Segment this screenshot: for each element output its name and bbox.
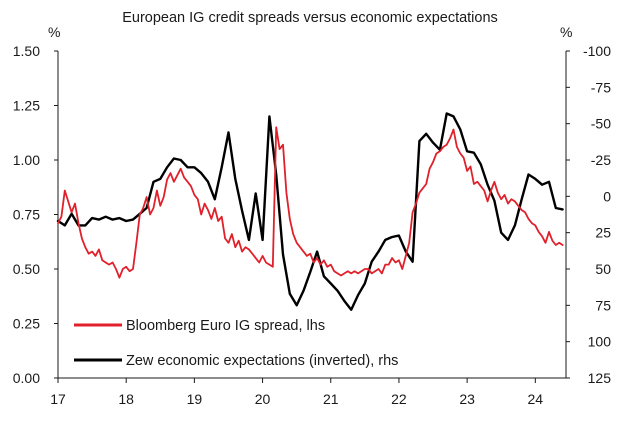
right-tick-label: -25 [591, 152, 611, 168]
chart-title: European IG credit spreads versus econom… [122, 10, 498, 26]
left-tick-label: 0.00 [13, 370, 40, 386]
left-tick-label: 1.00 [13, 152, 40, 168]
legend-label-zew: Zew economic expectations (inverted), rh… [126, 353, 398, 369]
right-tick-label: 0 [603, 188, 611, 204]
x-tick-label: 20 [255, 391, 271, 407]
axes: 0.00 0.25 0.50 0.75 1.00 1.25 1.50 125 100 75 50 25… [13, 43, 611, 407]
series-line-euro-ig-spread [57, 126, 564, 279]
x-tick-label: 19 [187, 391, 203, 407]
right-axis-unit: % [560, 24, 572, 40]
x-tick-label: 21 [323, 391, 339, 407]
left-axis-unit: % [48, 24, 60, 40]
right-tick-label: -50 [591, 116, 611, 132]
x-tick-label: 17 [50, 391, 66, 407]
x-tick-label: 23 [459, 391, 475, 407]
left-tick-label: 0.25 [13, 316, 40, 332]
left-tick-label: 0.75 [13, 207, 40, 223]
x-tick-label: 22 [391, 391, 407, 407]
x-tick-label: 18 [118, 391, 134, 407]
left-tick-label: 0.50 [13, 261, 40, 277]
right-tick-label: 125 [588, 370, 612, 386]
legend-label-spread: Bloomberg Euro IG spread, lhs [126, 318, 325, 334]
right-tick-label: 75 [595, 297, 611, 313]
right-tick-label: 100 [588, 334, 612, 350]
series-line-zew-expectations [56, 112, 564, 311]
legend: Bloomberg Euro IG spread, lhs Zew econom… [74, 318, 398, 369]
left-tick-label: 1.25 [13, 98, 40, 114]
right-tick-label: -75 [591, 79, 611, 95]
right-tick-label: -100 [583, 43, 611, 59]
right-tick-label: 50 [595, 261, 611, 277]
x-tick-label: 24 [528, 391, 544, 407]
plot-lines [56, 112, 564, 311]
right-tick-label: 25 [595, 225, 611, 241]
left-tick-label: 1.50 [13, 43, 40, 59]
